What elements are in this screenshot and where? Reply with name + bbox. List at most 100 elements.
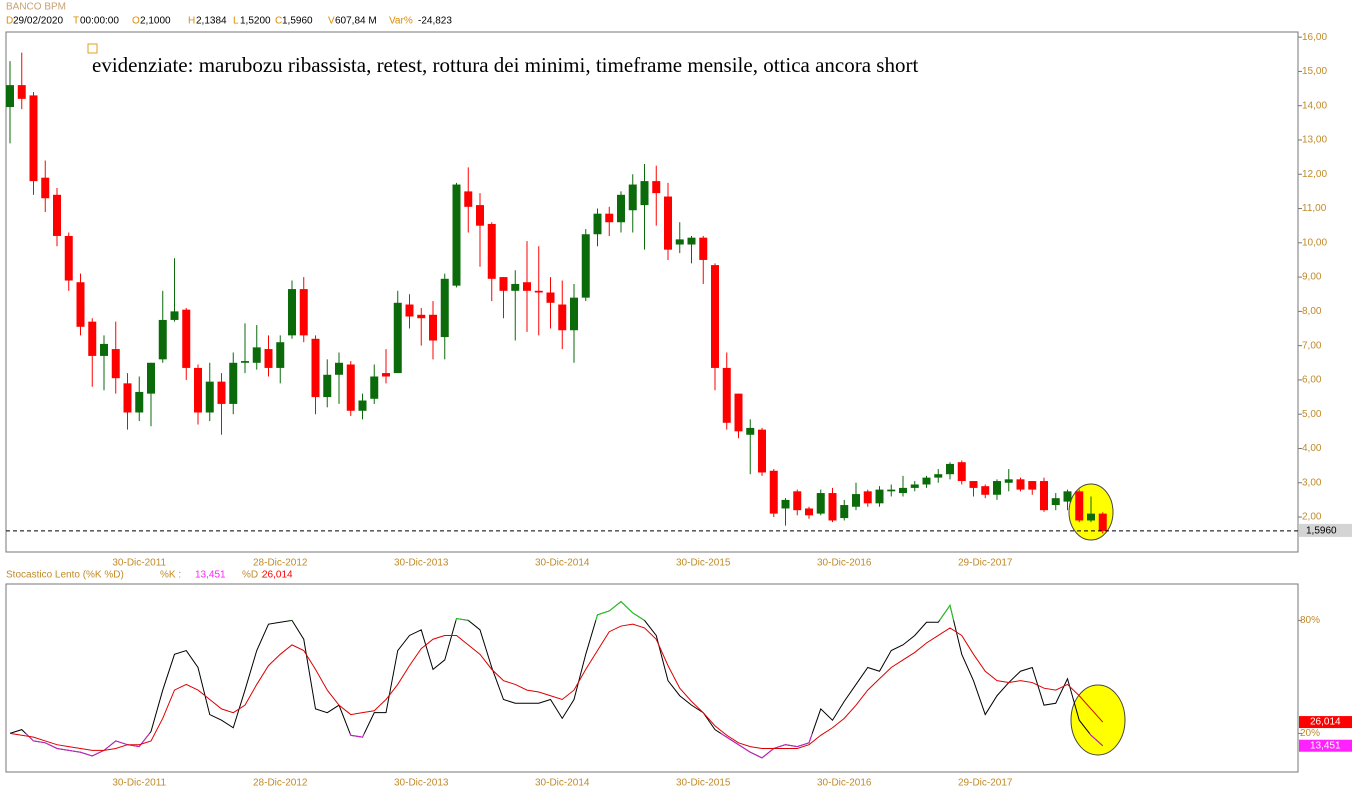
candle-body [158, 319, 167, 360]
x-tick-label: 29-Dic-2017 [958, 778, 1013, 789]
candle-body [769, 470, 778, 514]
candle-body [276, 342, 285, 368]
candle-body [887, 489, 896, 492]
candle-body [593, 213, 602, 235]
candle-body [523, 282, 531, 291]
header-key: C [275, 16, 282, 27]
y-tick-label: 20% [1300, 728, 1320, 739]
candle-body [734, 393, 743, 432]
candle-body [264, 349, 273, 368]
y-tick-label: 4,00 [1302, 443, 1322, 454]
candle-body [793, 491, 802, 511]
candle-body [981, 486, 990, 495]
candle-body [405, 304, 414, 317]
header-value: 1,5960 [282, 16, 313, 27]
oscillator-title: Stocastico Lento (%K %D) [6, 570, 124, 581]
candle-body [135, 391, 144, 413]
candle-body [581, 234, 590, 298]
candle-body [429, 314, 437, 341]
candle-body [123, 383, 132, 413]
candle-body [840, 505, 849, 519]
last-price-label: 1,5960 [1306, 526, 1337, 537]
candle-body [805, 508, 813, 516]
y-tick-label: 10,00 [1302, 237, 1327, 248]
candle-body [229, 362, 238, 404]
x-tick-label: 30-Dic-2014 [535, 778, 590, 789]
header-value: 00:00:00 [80, 16, 119, 27]
legend-name: %D : [242, 570, 264, 581]
y-tick-label: 14,00 [1302, 100, 1327, 111]
candle-body [499, 277, 508, 291]
candle-body [969, 481, 978, 488]
x-tick-label: 30-Dic-2015 [676, 558, 731, 569]
candle-body [722, 367, 731, 423]
candle-body [899, 487, 907, 494]
y-tick-label: 13,00 [1302, 135, 1327, 146]
legend-value: 26,014 [262, 570, 293, 581]
highlight-circle [1070, 684, 1126, 756]
candle-body [170, 311, 179, 320]
header-key: D [6, 16, 13, 27]
candle-body [758, 429, 766, 473]
candle-body [546, 292, 555, 303]
candle-body [875, 489, 884, 504]
x-tick-label: 30-Dic-2011 [112, 558, 166, 569]
candle-body [311, 338, 320, 398]
last-value-label: 13,451 [1310, 740, 1341, 751]
candle-body [370, 376, 379, 399]
candle-body [711, 265, 719, 368]
candle-body [464, 191, 473, 207]
x-tick-label: 28-Dic-2012 [253, 558, 308, 569]
y-tick-label: 9,00 [1302, 272, 1322, 283]
candle-body [335, 362, 343, 375]
candle-body [205, 381, 214, 413]
last-value-label: 26,014 [1310, 717, 1341, 728]
candle-body [217, 381, 226, 404]
candle-body [41, 177, 50, 199]
legend-name: %K : [160, 570, 181, 581]
candle-body [1040, 481, 1048, 511]
y-tick-label: 8,00 [1302, 306, 1322, 317]
candle-body [1004, 479, 1013, 483]
chart-title: BANCO BPM [6, 2, 66, 13]
candle-body [863, 491, 872, 504]
candle-body [147, 362, 155, 394]
candle-body [910, 484, 919, 488]
candle-body [1051, 498, 1060, 506]
x-tick-label: 30-Dic-2011 [112, 778, 166, 789]
candle-body [194, 367, 202, 413]
candle-body [53, 194, 61, 236]
candle-body [640, 181, 649, 206]
candle-body [29, 95, 38, 182]
annotation: evidenziate: marubozu ribassista, retest… [92, 53, 918, 77]
x-tick-label: 28-Dic-2012 [253, 778, 308, 789]
header-key: H [188, 16, 195, 27]
candle-body [358, 400, 367, 411]
candle-body [88, 321, 97, 356]
header-key: L [233, 16, 239, 27]
last-value-box [1299, 716, 1352, 729]
candle-body [558, 304, 567, 331]
candle-body [111, 349, 120, 379]
candle-body [1075, 491, 1084, 521]
candle-body [511, 283, 520, 291]
x-tick-label: 30-Dic-2014 [535, 558, 590, 569]
legend-value: 13,451 [195, 570, 226, 581]
header-key: Var% [389, 16, 413, 27]
candle-body [17, 85, 26, 99]
candle-body [534, 290, 543, 293]
header-value: -24,823 [418, 16, 452, 27]
last-value-box [1299, 739, 1352, 752]
candle-body [628, 184, 637, 211]
y-tick-label: 6,00 [1302, 375, 1322, 386]
candle-body [252, 347, 261, 363]
candle-body [1028, 481, 1037, 490]
candle-body [993, 481, 1001, 495]
header-key: O [132, 16, 140, 27]
candle-body [746, 427, 755, 435]
y-tick-label: 12,00 [1302, 169, 1327, 180]
candle-body [664, 196, 672, 250]
y-tick-label: 80% [1300, 615, 1320, 626]
candle-body [440, 278, 449, 338]
last-price-box [1299, 523, 1352, 537]
